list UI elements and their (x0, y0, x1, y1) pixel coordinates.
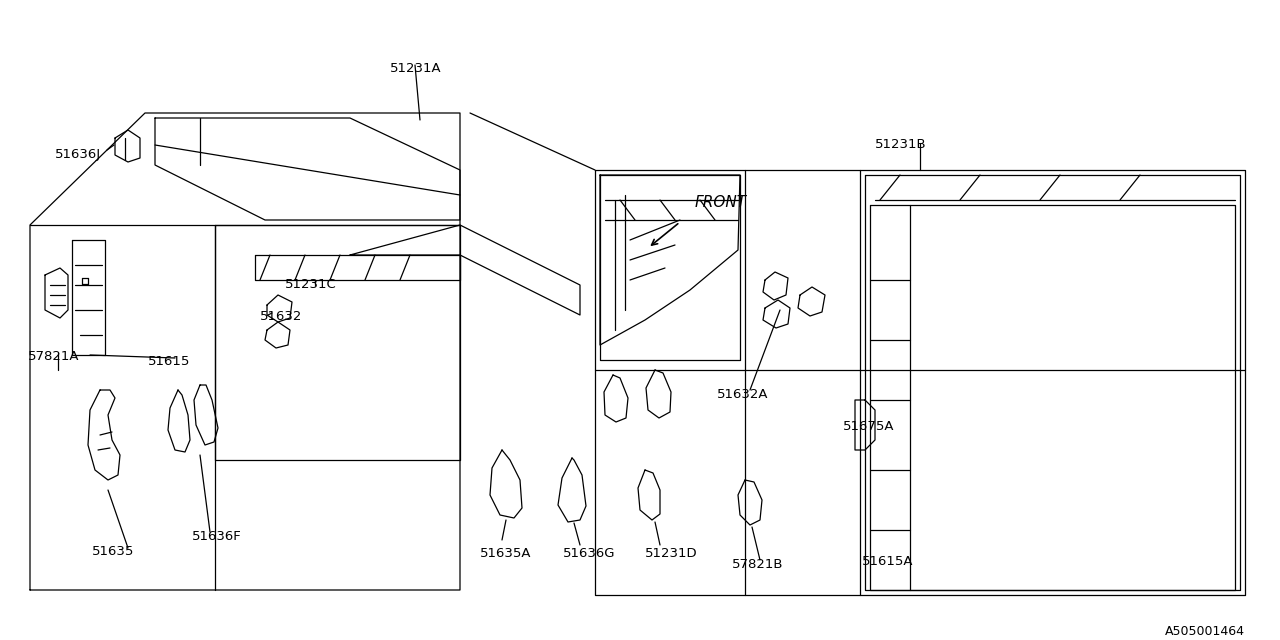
Text: 51231D: 51231D (645, 547, 698, 560)
Text: 51636G: 51636G (563, 547, 616, 560)
Text: 51632A: 51632A (717, 388, 768, 401)
Text: 51615A: 51615A (861, 555, 914, 568)
Text: 51231C: 51231C (285, 278, 337, 291)
Text: 51615: 51615 (148, 355, 191, 368)
Text: 51635A: 51635A (480, 547, 531, 560)
Text: 51231B: 51231B (876, 138, 927, 151)
Text: 51632: 51632 (260, 310, 302, 323)
Text: FRONT: FRONT (695, 195, 748, 210)
Text: A505001464: A505001464 (1165, 625, 1245, 638)
Text: 51231A: 51231A (390, 62, 442, 75)
Text: 51675A: 51675A (844, 420, 895, 433)
Text: 57821B: 57821B (732, 558, 783, 571)
Text: 51636J: 51636J (55, 148, 101, 161)
Text: 51635: 51635 (92, 545, 134, 558)
Text: 51636F: 51636F (192, 530, 242, 543)
Text: 57821A: 57821A (28, 350, 79, 363)
